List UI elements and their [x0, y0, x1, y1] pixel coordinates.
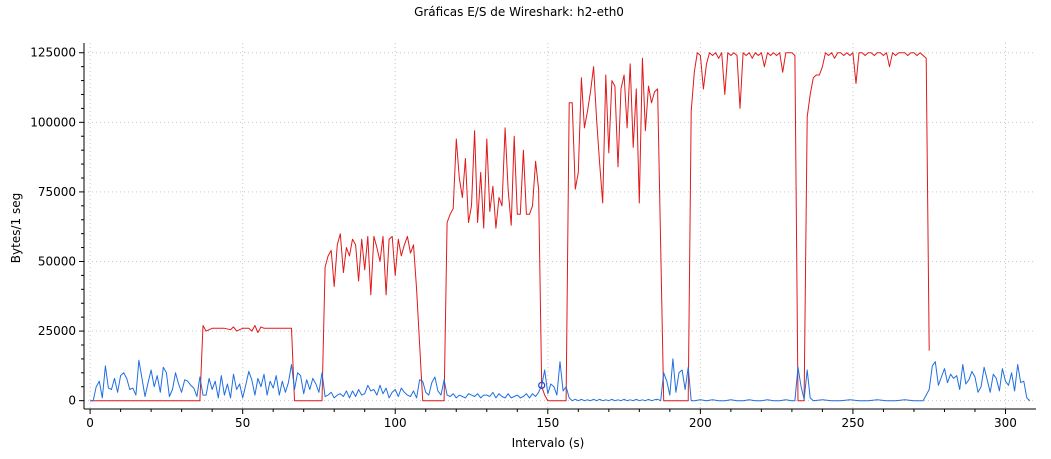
chart-title: Gráficas E/S de Wireshark: h2-eth0 — [414, 5, 624, 19]
series-line-2 — [90, 358, 1031, 402]
y-tick-label: 100000 — [30, 115, 76, 129]
selected-point-marker[interactable] — [538, 381, 546, 389]
grid — [84, 43, 1036, 409]
x-tick-label: 100 — [384, 416, 407, 430]
x-tick-label: 150 — [536, 416, 559, 430]
x-tick-label: 0 — [86, 416, 94, 430]
series-layer — [90, 52, 1031, 402]
x-tick-label: 300 — [994, 416, 1017, 430]
y-tick-label: 25000 — [38, 324, 76, 338]
y-tick-label: 75000 — [38, 185, 76, 199]
y-tick-label: 0 — [68, 394, 76, 408]
x-tick-label: 50 — [235, 416, 250, 430]
y-tick-label: 125000 — [30, 46, 76, 60]
y-axis-label: Bytes/1 seg — [9, 193, 23, 263]
axes: 0 50 100 150 200 250 300 0 25000 50000 75000 100000… — [30, 43, 1036, 430]
x-axis-label: Intervalo (s) — [512, 436, 585, 450]
y-tick-label: 50000 — [38, 254, 76, 268]
series-line-1 — [90, 52, 930, 402]
x-tick-label: 250 — [841, 416, 864, 430]
x-tick-label: 200 — [689, 416, 712, 430]
